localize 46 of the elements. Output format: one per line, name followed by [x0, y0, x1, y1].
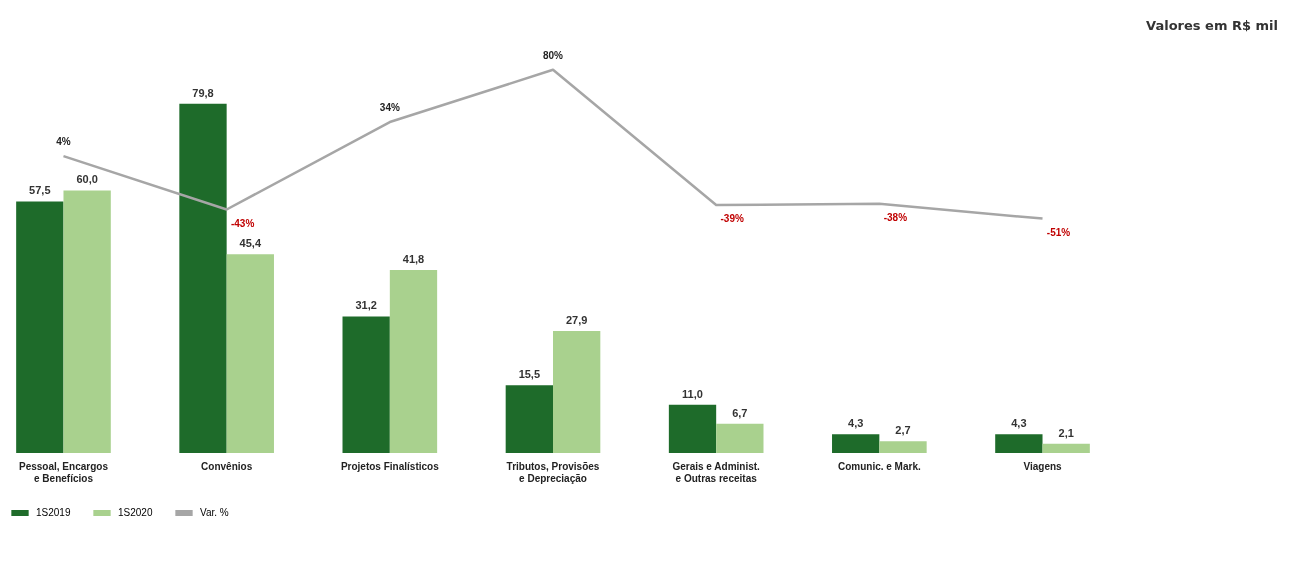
- x-tick-label: Tributos, Provisões e Depreciação: [506, 460, 600, 484]
- data-label: 31,2: [355, 299, 377, 312]
- x-tick-label: Comunic. e Mark.: [837, 460, 921, 472]
- data-label: 34%: [379, 102, 400, 114]
- data-label: 41,8: [402, 253, 425, 266]
- data-label: -43%: [230, 217, 255, 229]
- data-label: 57,5: [29, 184, 51, 197]
- x-tick-label: Convênios: [201, 460, 253, 472]
- text: Valores em R$ mil: [1146, 18, 1278, 33]
- bar: [553, 330, 601, 453]
- bar: [179, 103, 227, 453]
- data-label: 80%: [542, 49, 564, 61]
- data-label: 15,5: [518, 368, 541, 381]
- data-label: -51%: [1046, 226, 1071, 238]
- data-label: 4,3: [1011, 417, 1027, 430]
- data-label: 6,7: [732, 406, 748, 419]
- x-tick-label: Projetos Finalísticos: [340, 460, 440, 472]
- x-tick-label: Viagens: [1023, 460, 1063, 472]
- data-label: 79,8: [192, 86, 214, 99]
- bar: [1042, 443, 1090, 453]
- data-label: 2,7: [895, 424, 911, 437]
- bar: [63, 190, 111, 453]
- x-tick-label: Pessoal, Encargos e Benefícios: [19, 460, 109, 484]
- data-label: 11,0: [682, 387, 703, 400]
- x-tick-label: Gerais e Administ. e Outras receitas: [672, 460, 761, 484]
- data-label: 27,9: [565, 313, 588, 326]
- data-label: -38%: [883, 211, 908, 223]
- data-label: 2,1: [1058, 426, 1074, 439]
- legend-label: 1S2019: [36, 507, 71, 518]
- data-label: 4,3: [848, 417, 864, 430]
- legend-label: 1S2020: [118, 507, 153, 518]
- data-label: 45,4: [239, 237, 262, 250]
- bar: [16, 201, 64, 453]
- bar: [879, 441, 927, 453]
- bar: [389, 270, 438, 453]
- data-label: 60,0: [76, 173, 98, 186]
- bar: [716, 423, 764, 453]
- bar: [832, 434, 880, 453]
- data-label: -39%: [720, 212, 744, 224]
- legend-label: Var. %: [200, 507, 229, 518]
- data-label: 4%: [56, 136, 71, 148]
- bar: [505, 385, 553, 453]
- bar: [668, 404, 717, 453]
- bar: [995, 434, 1043, 453]
- bar: [226, 254, 274, 453]
- bar: [342, 316, 390, 453]
